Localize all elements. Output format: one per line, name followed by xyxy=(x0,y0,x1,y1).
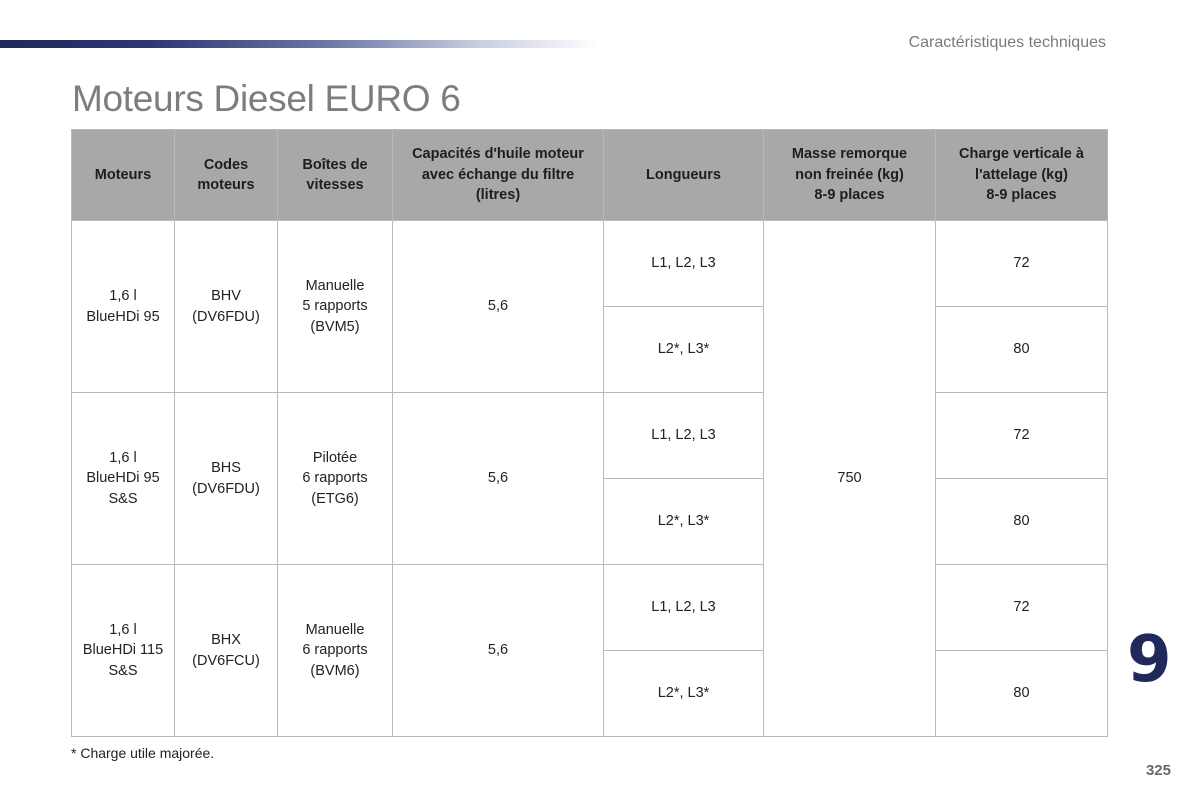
cell-capacite-huile: 5,6 xyxy=(392,564,604,737)
column-header-masse-remorque: Masse remorque non freinée (kg) 8-9 plac… xyxy=(763,129,936,221)
cell-boite-vitesses: Pilotée 6 rapports (ETG6) xyxy=(277,392,393,565)
page-title: Moteurs Diesel EURO 6 xyxy=(72,78,461,119)
cell-moteur: 1,6 l BlueHDi 115 S&S xyxy=(71,564,175,737)
section-title: Caractéristiques techniques xyxy=(908,34,1106,51)
cell-code-moteur: BHV (DV6FDU) xyxy=(174,220,278,393)
cell-charge-verticale: 72 xyxy=(935,220,1108,307)
cell-boite-vitesses: Manuelle 6 rapports (BVM6) xyxy=(277,564,393,737)
column-header-charge-verticale: Charge verticale à l'attelage (kg) 8-9 p… xyxy=(935,129,1108,221)
cell-longueurs: L2*, L3* xyxy=(603,650,764,737)
cell-longueurs: L2*, L3* xyxy=(603,306,764,393)
cell-moteur: 1,6 l BlueHDi 95 xyxy=(71,220,175,393)
column-header-moteurs: Moteurs xyxy=(71,129,175,221)
cell-capacite-huile: 5,6 xyxy=(392,392,604,565)
table-row: 1,6 l BlueHDi 115 S&S BHX (DV6FCU) Manue… xyxy=(71,564,1108,737)
cell-charge-verticale: 72 xyxy=(935,392,1108,479)
column-header-longueurs: Longueurs xyxy=(603,129,764,221)
cell-masse-remorque: 750 xyxy=(763,220,936,737)
cell-code-moteur: BHS (DV6FDU) xyxy=(174,392,278,565)
table-row: 1,6 l BlueHDi 95 S&S BHS (DV6FDU) Piloté… xyxy=(71,392,1108,565)
cell-moteur: 1,6 l BlueHDi 95 S&S xyxy=(71,392,175,565)
table-header-row: Moteurs Codes moteurs Boîtes de vitesses… xyxy=(71,129,1108,221)
engine-spec-table: Moteurs Codes moteurs Boîtes de vitesses… xyxy=(71,129,1108,737)
cell-code-moteur: BHX (DV6FCU) xyxy=(174,564,278,737)
page-number: 325 xyxy=(1145,762,1171,779)
header-decorative-bar xyxy=(0,40,600,48)
column-header-capacites-huile: Capacités d'huile moteur avec échange du… xyxy=(392,129,604,221)
chapter-number: 9 xyxy=(1127,623,1172,697)
table-row: L2*, L3* 80 xyxy=(72,306,1108,393)
cell-charge-verticale: 72 xyxy=(935,564,1108,651)
table-row: L2*, L3* 80 xyxy=(72,650,1108,737)
cell-capacite-huile: 5,6 xyxy=(392,220,604,393)
cell-charge-verticale: 80 xyxy=(935,306,1108,393)
table-row: 1,6 l BlueHDi 95 BHV (DV6FDU) Manuelle 5… xyxy=(71,220,1108,737)
cell-boite-vitesses: Manuelle 5 rapports (BVM5) xyxy=(277,220,393,393)
column-header-boites-vitesses: Boîtes de vitesses xyxy=(277,129,393,221)
cell-charge-verticale: 80 xyxy=(935,478,1108,565)
column-header-codes-moteurs: Codes moteurs xyxy=(174,129,278,221)
cell-charge-verticale: 80 xyxy=(935,650,1108,737)
cell-longueurs: L1, L2, L3 xyxy=(603,392,764,479)
cell-longueurs: L1, L2, L3 xyxy=(603,564,764,651)
cell-longueurs: L2*, L3* xyxy=(603,478,764,565)
table-row: L2*, L3* 80 xyxy=(72,478,1108,565)
cell-longueurs: L1, L2, L3 xyxy=(603,220,764,307)
footnote: * Charge utile majorée. xyxy=(71,745,215,761)
